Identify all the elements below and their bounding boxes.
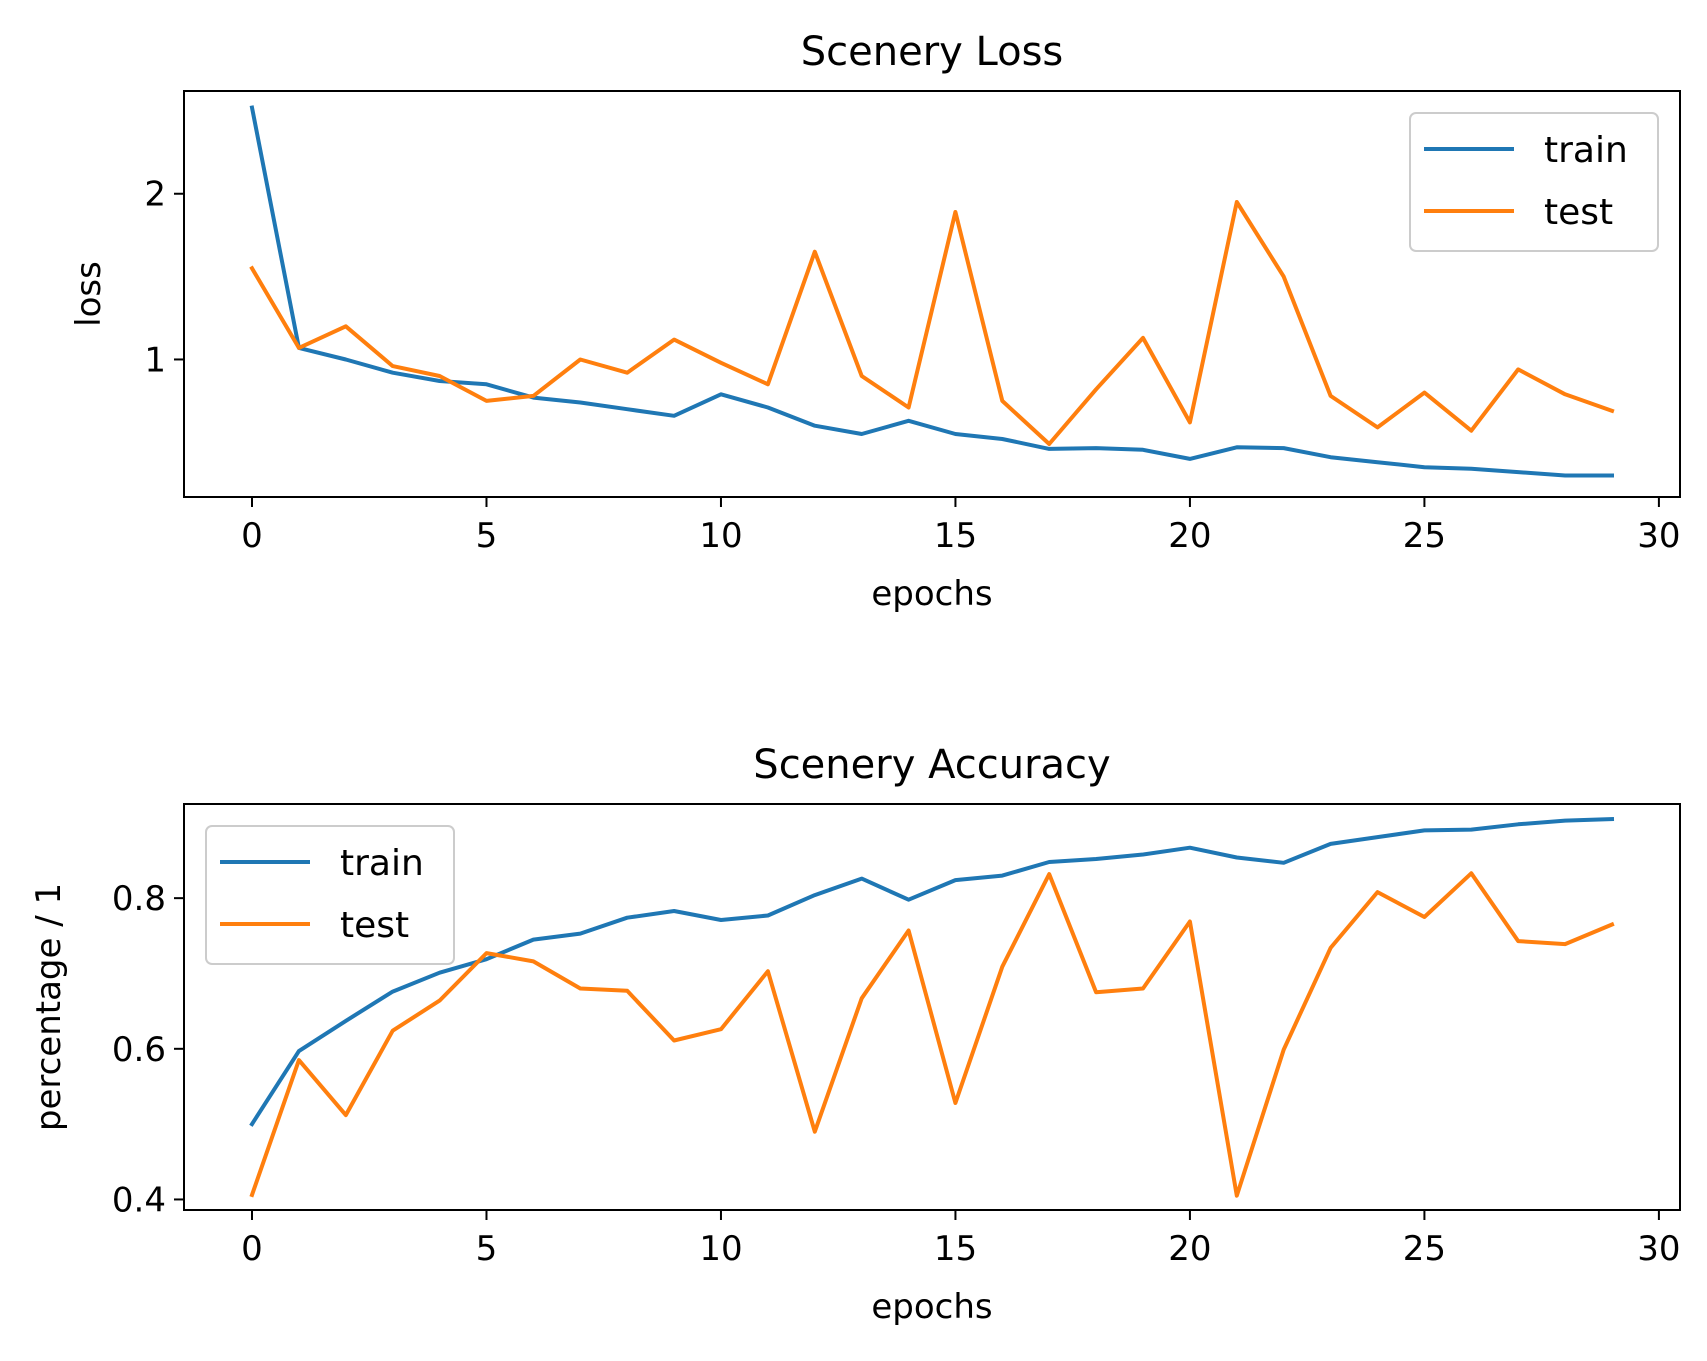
legend-label-train: train: [1544, 130, 1628, 171]
x-tick-label: 25: [1403, 1229, 1446, 1269]
y-axis-label: percentage / 1: [29, 883, 69, 1131]
x-tick-label: 15: [934, 1229, 977, 1269]
x-tick-label: 15: [934, 516, 977, 556]
x-tick-label: 20: [1168, 516, 1211, 556]
series-line-test: [249, 200, 1615, 446]
legend-label-test: test: [1544, 192, 1613, 233]
y-tick-label: 0.6: [112, 1030, 166, 1070]
x-tick-label: 30: [1637, 1229, 1680, 1269]
x-tick-label: 30: [1637, 516, 1680, 556]
x-tick-label: 20: [1168, 1229, 1211, 1269]
x-tick-label: 0: [241, 1229, 263, 1269]
x-tick-label: 0: [241, 516, 263, 556]
x-tick-label: 10: [699, 516, 742, 556]
legend: train test: [1409, 112, 1659, 252]
y-axis-label: loss: [69, 261, 109, 327]
series-line-train: [249, 817, 1615, 1127]
y-tick-label: 0.8: [112, 879, 166, 919]
x-tick-label: 25: [1403, 516, 1446, 556]
series-line-train: [249, 105, 1614, 478]
chart-panel-0: Scenery Loss 0 5 10 15 20 25 30 1 2 epochs loss trai…: [69, 29, 1681, 614]
plot-frame: [183, 90, 1681, 498]
x-tick-label: 10: [699, 1229, 742, 1269]
x-axis-label: epochs: [871, 1287, 992, 1327]
y-tick-label: 1: [144, 340, 166, 380]
chart-title: Scenery Loss: [801, 29, 1064, 75]
chart-panel-1: Scenery Accuracy 0 5 10 15 20 25 30 0.4 0.6 0.8 epo…: [29, 742, 1681, 1327]
series-line-test: [249, 871, 1615, 1198]
legend-label-train: train: [340, 843, 424, 884]
x-tick-label: 5: [476, 516, 498, 556]
chart-title: Scenery Accuracy: [753, 742, 1110, 788]
x-axis-label: epochs: [871, 574, 992, 614]
legend-label-test: test: [340, 905, 409, 946]
y-tick-label: 0.4: [112, 1180, 166, 1220]
y-tick-label: 2: [144, 175, 166, 215]
plot-frame: [183, 803, 1681, 1211]
x-tick-label: 5: [476, 1229, 498, 1269]
legend: train test: [205, 825, 455, 965]
